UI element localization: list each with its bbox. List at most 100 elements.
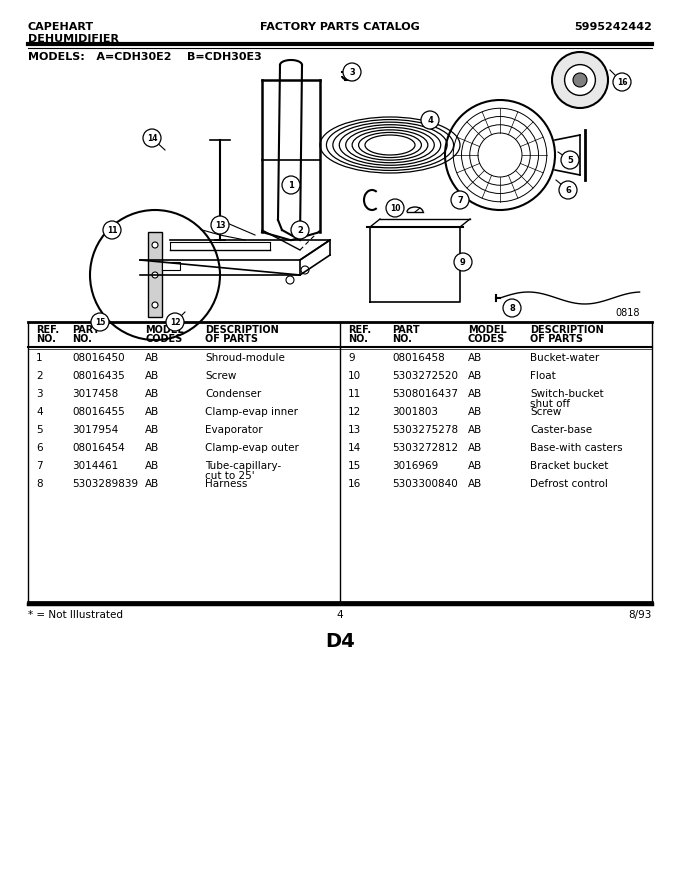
Text: MODELS:   A=CDH30E2    B=CDH30E3: MODELS: A=CDH30E2 B=CDH30E3 <box>28 52 262 62</box>
Text: Bucket-water: Bucket-water <box>530 353 599 363</box>
Circle shape <box>454 253 472 271</box>
Text: 5303272520: 5303272520 <box>392 371 458 381</box>
Text: REF.: REF. <box>36 325 59 335</box>
Text: CODES: CODES <box>468 334 505 344</box>
Text: 6: 6 <box>565 186 571 194</box>
Circle shape <box>291 221 309 239</box>
Text: 4: 4 <box>427 115 433 124</box>
Text: 3017458: 3017458 <box>72 389 118 399</box>
Text: Screw: Screw <box>530 407 562 417</box>
Text: 10: 10 <box>390 203 401 212</box>
Text: 5303275278: 5303275278 <box>392 425 458 435</box>
Text: CODES: CODES <box>145 334 182 344</box>
Circle shape <box>103 221 121 239</box>
Text: AB: AB <box>468 425 482 435</box>
Text: 14: 14 <box>348 443 361 453</box>
Text: 11: 11 <box>348 389 361 399</box>
Circle shape <box>503 299 521 317</box>
Text: 15: 15 <box>95 318 105 326</box>
Text: Clamp-evap outer: Clamp-evap outer <box>205 443 299 453</box>
Text: Base-with casters: Base-with casters <box>530 443 623 453</box>
Text: 4: 4 <box>337 610 343 620</box>
Text: AB: AB <box>145 479 159 489</box>
Text: 2: 2 <box>36 371 43 381</box>
Circle shape <box>552 52 608 108</box>
Circle shape <box>613 73 631 91</box>
Circle shape <box>211 216 229 234</box>
Text: 1: 1 <box>36 353 43 363</box>
Text: 7: 7 <box>36 461 43 471</box>
Text: 08016458: 08016458 <box>392 353 445 363</box>
Text: 5: 5 <box>567 156 573 165</box>
Text: 3: 3 <box>349 68 355 77</box>
Text: Caster-base: Caster-base <box>530 425 592 435</box>
Circle shape <box>421 111 439 129</box>
Text: Shroud-module: Shroud-module <box>205 353 285 363</box>
Text: 08016455: 08016455 <box>72 407 124 417</box>
Circle shape <box>152 302 158 308</box>
Text: CAPEHART: CAPEHART <box>28 22 94 32</box>
Text: 11: 11 <box>107 225 117 234</box>
Text: 9: 9 <box>460 258 466 267</box>
Text: 3: 3 <box>36 389 43 399</box>
Text: 14: 14 <box>147 134 157 143</box>
Text: Harness: Harness <box>205 479 248 489</box>
Text: 0818: 0818 <box>615 308 640 318</box>
Text: 10: 10 <box>348 371 361 381</box>
Circle shape <box>559 181 577 199</box>
Text: 5303300840: 5303300840 <box>392 479 458 489</box>
Text: 12: 12 <box>348 407 361 417</box>
Text: Float: Float <box>530 371 556 381</box>
Text: 08016454: 08016454 <box>72 443 124 453</box>
Text: Evaporator: Evaporator <box>205 425 262 435</box>
Text: NO.: NO. <box>392 334 412 344</box>
Text: 12: 12 <box>170 318 180 326</box>
Text: cut to 25': cut to 25' <box>205 471 254 481</box>
Circle shape <box>286 276 294 284</box>
Text: AB: AB <box>468 479 482 489</box>
Text: AB: AB <box>468 461 482 471</box>
Text: Defrost control: Defrost control <box>530 479 608 489</box>
Text: 13: 13 <box>348 425 361 435</box>
Text: 08016450: 08016450 <box>72 353 124 363</box>
Text: 08016435: 08016435 <box>72 371 124 381</box>
Circle shape <box>386 199 404 217</box>
Text: Tube-capillary-: Tube-capillary- <box>205 461 282 471</box>
Text: 5995242442: 5995242442 <box>574 22 652 32</box>
Text: AB: AB <box>145 371 159 381</box>
Text: AB: AB <box>145 407 159 417</box>
Text: shut off: shut off <box>530 399 570 409</box>
Text: NO.: NO. <box>72 334 92 344</box>
Circle shape <box>166 313 184 331</box>
Text: NO.: NO. <box>36 334 56 344</box>
Text: Switch-bucket: Switch-bucket <box>530 389 604 399</box>
Bar <box>148 232 162 317</box>
Text: 16: 16 <box>617 77 627 86</box>
Text: Condenser: Condenser <box>205 389 261 399</box>
Text: MODEL: MODEL <box>145 325 184 335</box>
Circle shape <box>282 176 300 194</box>
Text: 8: 8 <box>36 479 43 489</box>
Text: AB: AB <box>145 353 159 363</box>
Circle shape <box>90 210 220 340</box>
Text: Clamp-evap inner: Clamp-evap inner <box>205 407 298 417</box>
Text: AB: AB <box>468 371 482 381</box>
Text: DESCRIPTION: DESCRIPTION <box>530 325 604 335</box>
Text: 3001803: 3001803 <box>392 407 438 417</box>
Text: DESCRIPTION: DESCRIPTION <box>205 325 279 335</box>
Text: D4: D4 <box>325 632 355 651</box>
Circle shape <box>343 63 361 81</box>
Text: AB: AB <box>468 353 482 363</box>
Circle shape <box>564 64 596 95</box>
Text: MODEL: MODEL <box>468 325 507 335</box>
Circle shape <box>301 266 309 274</box>
Circle shape <box>152 242 158 248</box>
Text: 4: 4 <box>36 407 43 417</box>
Text: Screw: Screw <box>205 371 237 381</box>
Text: 7: 7 <box>457 195 463 204</box>
Text: PART: PART <box>392 325 420 335</box>
Circle shape <box>561 151 579 169</box>
Text: 5303272812: 5303272812 <box>392 443 458 453</box>
Text: 13: 13 <box>215 221 225 230</box>
Text: 5303289839: 5303289839 <box>72 479 138 489</box>
